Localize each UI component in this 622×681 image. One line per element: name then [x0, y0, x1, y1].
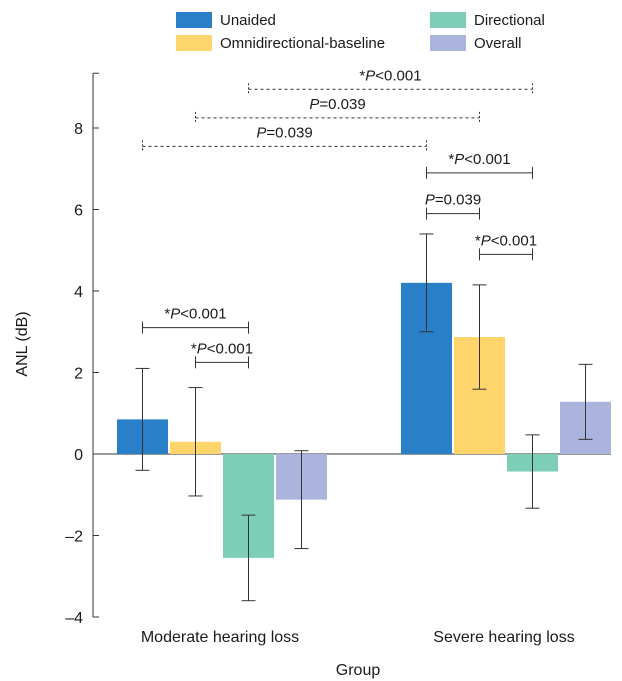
legend-swatch	[430, 12, 466, 28]
bars	[117, 233, 611, 602]
y-axis-title: ANL (dB)	[14, 311, 31, 376]
significance-label: *P<0.001	[359, 67, 421, 84]
legend-label: Overall	[474, 35, 522, 52]
significance-label: *P<0.001	[475, 232, 537, 249]
significance-brackets: *P<0.001 *P<0.001 *P<0.001 P=0.039 *P<0.001 *…	[142, 67, 537, 369]
y-tick-label: 2	[74, 366, 83, 383]
category-label: Moderate hearing loss	[141, 629, 299, 646]
legend-swatch	[430, 35, 466, 51]
y-tick-label: –2	[65, 529, 83, 546]
legend-label: Unaided	[220, 12, 276, 29]
category-label: Severe hearing loss	[433, 629, 574, 646]
y-tick-label: 0	[74, 447, 83, 464]
significance-label: *P<0.001	[448, 151, 510, 168]
legend: Unaided Omnidirectional-baseline Direction…	[176, 12, 545, 52]
significance-label: P=0.039	[309, 96, 365, 113]
y-ticks: –4 –2 0 2 4 6 8	[65, 72, 99, 627]
legend-swatch	[176, 35, 212, 51]
y-tick-label: 4	[74, 284, 83, 301]
y-tick-label: –4	[65, 610, 83, 627]
legend-label: Omnidirectional-baseline	[220, 35, 385, 52]
significance-label: *P<0.001	[164, 306, 226, 323]
y-tick-label: 6	[74, 203, 83, 220]
legend-label: Directional	[474, 12, 545, 29]
y-tick-label: 8	[74, 121, 83, 138]
x-axis-title: Group	[336, 662, 381, 679]
axes: –4 –2 0 2 4 6 8	[65, 72, 611, 627]
significance-label: P=0.039	[425, 192, 481, 209]
significance-label: *P<0.001	[191, 340, 253, 357]
category-labels: Moderate hearing loss Severe hearing loss	[141, 629, 575, 646]
significance-label: P=0.039	[256, 124, 312, 141]
legend-swatch	[176, 12, 212, 28]
